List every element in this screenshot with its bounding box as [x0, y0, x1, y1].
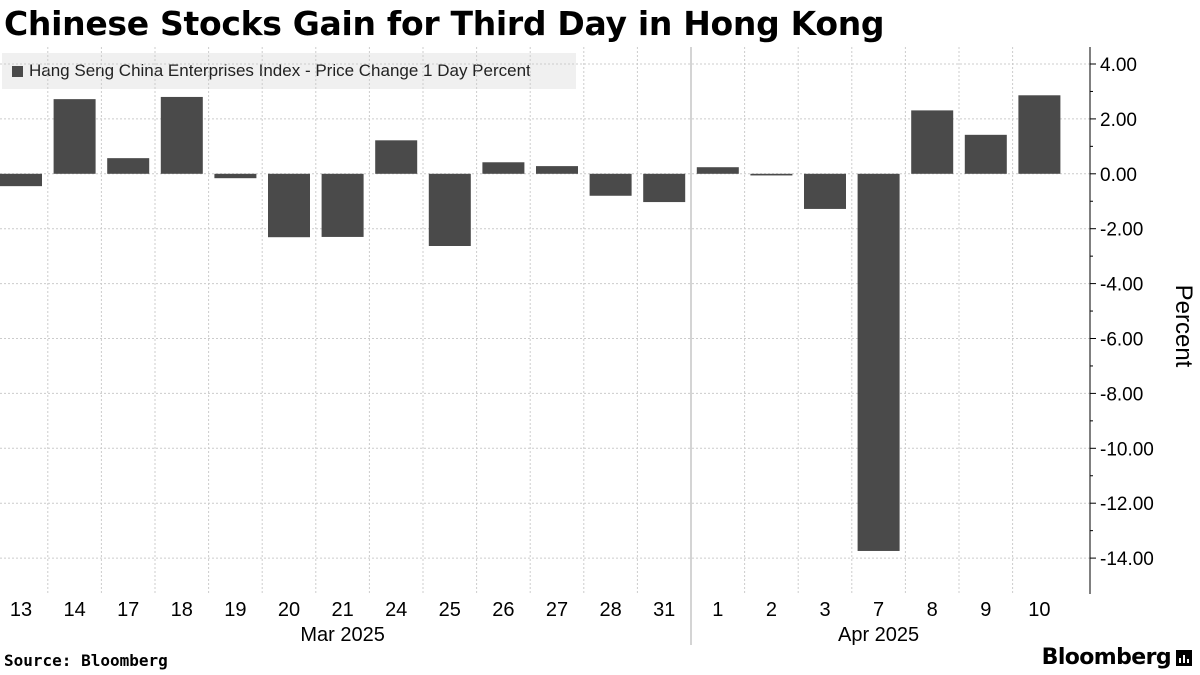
bar-20 [268, 173, 310, 238]
x-tick-label: 14 [63, 599, 85, 621]
x-tick-label: 27 [546, 599, 568, 621]
bar-17 [107, 158, 150, 174]
x-tick-label: 17 [117, 599, 139, 621]
bar-2 [750, 173, 793, 176]
source-note: Source: Bloomberg [4, 651, 168, 670]
brand-name: Bloomberg [1041, 645, 1172, 670]
bar-1 [696, 167, 739, 174]
bar-8 [911, 110, 954, 174]
x-tick-label: 20 [278, 599, 300, 621]
bar-24 [375, 140, 418, 174]
y-tick-label: 2.00 [1100, 110, 1137, 131]
x-tick-label: 10 [1028, 599, 1050, 621]
x-tick-label: 7 [873, 599, 884, 621]
x-tick-label: 18 [171, 599, 193, 621]
x-month-label: Apr 2025 [838, 624, 919, 646]
y-axis-title: Percent [1170, 285, 1197, 368]
x-tick-label: 25 [439, 599, 461, 621]
x-tick-label: 31 [653, 599, 675, 621]
bar-27 [536, 166, 578, 174]
bar-18 [160, 96, 203, 174]
y-tick-label: -6.00 [1100, 330, 1143, 351]
y-tick-label: 0.00 [1100, 165, 1137, 186]
y-tick-label: -4.00 [1100, 275, 1143, 296]
bar-3 [804, 173, 846, 209]
bar-25 [428, 173, 471, 246]
bar-26 [482, 162, 525, 174]
x-tick-label: 8 [927, 599, 938, 621]
x-tick-label: 1 [712, 599, 723, 621]
y-tick-label: -8.00 [1100, 384, 1143, 405]
legend-swatch [12, 65, 23, 77]
chart-legend: Hang Seng China Enterprises Index - Pric… [2, 53, 576, 89]
x-tick-label: 24 [385, 599, 407, 621]
bar-7 [857, 173, 900, 551]
bar-19 [214, 173, 257, 179]
bar-28 [589, 173, 632, 196]
bar-31 [643, 173, 686, 203]
y-tick-label: -14.00 [1100, 549, 1154, 570]
bar-21 [321, 173, 364, 237]
x-tick-label: 9 [980, 599, 991, 621]
bloomberg-logo: Bloomberg [1042, 645, 1192, 670]
y-tick-label: -10.00 [1100, 439, 1154, 460]
x-tick-label: 2 [766, 599, 777, 621]
bar-10 [1018, 95, 1061, 174]
x-tick-label: 21 [331, 599, 353, 621]
x-tick-label: 26 [492, 599, 514, 621]
x-tick-label: 28 [599, 599, 621, 621]
legend-label: Hang Seng China Enterprises Index - Pric… [29, 61, 531, 80]
y-tick-label: 4.00 [1100, 55, 1137, 76]
y-tick-label: -2.00 [1100, 220, 1143, 241]
bar-9 [964, 134, 1007, 174]
x-month-label: Mar 2025 [300, 624, 385, 646]
bar-13 [0, 173, 42, 187]
x-tick-label: 19 [224, 599, 246, 621]
chart-title: Chinese Stocks Gain for Third Day in Hon… [4, 4, 885, 43]
bloomberg-chart-icon [1176, 649, 1192, 666]
bar-14 [53, 99, 96, 174]
x-tick-label: 13 [10, 599, 32, 621]
x-tick-label: 3 [819, 599, 830, 621]
y-tick-label: -12.00 [1100, 494, 1154, 515]
